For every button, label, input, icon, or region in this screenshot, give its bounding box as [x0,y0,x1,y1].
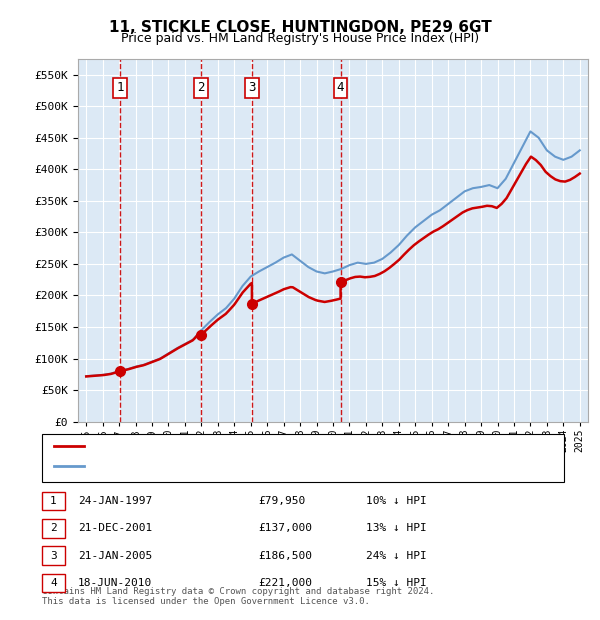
Text: 4: 4 [337,81,344,94]
Text: £221,000: £221,000 [258,578,312,588]
Text: Contains HM Land Registry data © Crown copyright and database right 2024.
This d: Contains HM Land Registry data © Crown c… [42,587,434,606]
Text: 3: 3 [248,81,256,94]
Text: 2: 2 [197,81,205,94]
Text: 24% ↓ HPI: 24% ↓ HPI [366,551,427,560]
Text: 21-DEC-2001: 21-DEC-2001 [78,523,152,533]
Text: £186,500: £186,500 [258,551,312,560]
Text: Price paid vs. HM Land Registry's House Price Index (HPI): Price paid vs. HM Land Registry's House … [121,32,479,45]
Text: 11, STICKLE CLOSE, HUNTINGDON, PE29 6GT: 11, STICKLE CLOSE, HUNTINGDON, PE29 6GT [109,20,491,35]
Text: 21-JAN-2005: 21-JAN-2005 [78,551,152,560]
Text: 3: 3 [50,551,57,560]
Text: 13% ↓ HPI: 13% ↓ HPI [366,523,427,533]
Text: 11, STICKLE CLOSE, HUNTINGDON, PE29 6GT (detached house): 11, STICKLE CLOSE, HUNTINGDON, PE29 6GT … [93,441,443,451]
Text: 4: 4 [50,578,57,588]
Text: 10% ↓ HPI: 10% ↓ HPI [366,496,427,506]
Text: 2: 2 [50,523,57,533]
Text: 18-JUN-2010: 18-JUN-2010 [78,578,152,588]
Text: £79,950: £79,950 [258,496,305,506]
Text: 24-JAN-1997: 24-JAN-1997 [78,496,152,506]
Text: 1: 1 [50,496,57,506]
Text: HPI: Average price, detached house, Huntingdonshire: HPI: Average price, detached house, Hunt… [93,461,412,471]
Text: 1: 1 [116,81,124,94]
Text: 15% ↓ HPI: 15% ↓ HPI [366,578,427,588]
Text: £137,000: £137,000 [258,523,312,533]
